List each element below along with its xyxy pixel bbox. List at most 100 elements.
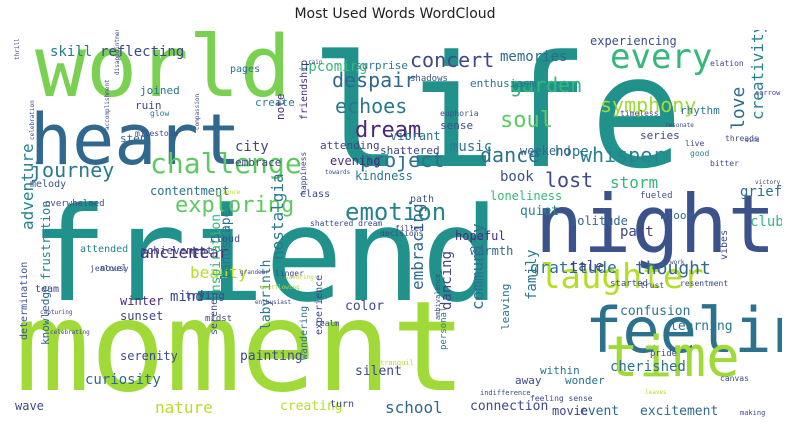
word-warmth: warmth [470, 244, 514, 258]
word-skill: skill [50, 44, 93, 60]
word-soul: soul [500, 108, 553, 133]
word-step: step [120, 132, 147, 145]
word-live: live [685, 139, 705, 148]
word-dream: dream [355, 118, 422, 143]
word-milestone: milestone [135, 129, 179, 138]
word-resonate: resonate [665, 122, 694, 129]
word-friendship: friendship [299, 59, 310, 120]
word-nature: nature [155, 398, 213, 417]
word-science: science [215, 189, 241, 196]
word-solitude: solitude [570, 214, 628, 228]
word-pages: pages [230, 64, 261, 75]
word-linger: linger [275, 269, 304, 278]
word-event: event [580, 404, 620, 418]
word-good: good [690, 149, 710, 158]
word-thought: thought [635, 258, 711, 279]
word-trust: trust [640, 281, 665, 290]
word-overwhelmed: overwhelmed [45, 199, 105, 209]
word-trying: trying [185, 289, 225, 302]
word-bitter: bitter [710, 159, 739, 168]
word-rhythm: rhythm [680, 104, 720, 117]
wordcloud-canvas: lifefriendmomentworldnightheartfeelingti… [10, 30, 782, 418]
word-serenity: serenity [120, 349, 178, 363]
word-movie: movie [552, 404, 589, 418]
word-embrace: embrace [235, 156, 282, 169]
word-cloud: cloud [210, 234, 241, 245]
word-midst: midst [205, 314, 233, 324]
word-ambivalence: ambivalence [434, 273, 442, 320]
word-wind: wind [745, 137, 760, 144]
word-echoes: echoes [335, 94, 408, 118]
word-beauty: beauty [190, 263, 248, 282]
word-silent: silent [355, 364, 402, 379]
word-novel: novel [100, 264, 128, 274]
word-turn: turn [330, 399, 355, 410]
word-loneliness: loneliness [490, 189, 563, 203]
word-heart: heart [30, 99, 241, 181]
word-evening: evening [330, 154, 381, 168]
word-create: create [255, 96, 295, 109]
word-overflowing: overflowing [260, 284, 300, 291]
word-painting: painting [240, 349, 303, 364]
word-vibrant: vibrant [390, 129, 441, 143]
word-determination: determination [19, 261, 30, 340]
word-experiencing: experiencing [590, 34, 677, 48]
word-weekend: weekend [520, 144, 571, 158]
word-tale: tale [570, 259, 604, 275]
word-friend: friend [30, 179, 500, 331]
word-attended: attended [80, 244, 129, 255]
word-moment: moment [15, 275, 467, 418]
word-team: team [35, 284, 60, 295]
word-winter: winter [120, 294, 164, 308]
word-creativity: creativity [748, 30, 767, 120]
word-fueled: fueled [640, 191, 673, 201]
word-enthusiast: enthusiast [255, 299, 292, 306]
word-melody: melody [30, 179, 67, 190]
word-book: book [500, 169, 534, 185]
word-decisions: decisions [380, 229, 424, 238]
word-thrill: thrill [14, 38, 21, 60]
word-dance: dance [480, 143, 541, 167]
word-connection: connection [470, 399, 549, 414]
word-lost: lost [545, 168, 594, 192]
word-journey: journey [30, 158, 115, 182]
word-gratitude: gratitude [530, 258, 617, 277]
word-club: club [750, 214, 782, 230]
word-music: music [450, 139, 493, 155]
word-jealousy: jealousy [90, 264, 129, 273]
word-started: started [610, 279, 648, 289]
word-kindness: kindness [355, 169, 413, 183]
word-love: love [728, 86, 749, 130]
word-wave: wave [15, 399, 44, 413]
word-sorrow: sorrow [755, 89, 781, 97]
word-upcoming: upcoming [300, 59, 368, 75]
word-accomplishment: accomplishment [104, 79, 111, 130]
word-world: world [35, 30, 291, 117]
word-class: class [300, 189, 331, 200]
word-within: within [540, 364, 580, 377]
word-making: making [740, 409, 766, 417]
word-exploring: exploring [175, 193, 295, 218]
word-happiness: happiness [299, 151, 308, 195]
word-savoring: savoring [285, 274, 314, 281]
word-canvas: canvas [720, 374, 749, 383]
word-reflecting: reflecting [100, 44, 185, 60]
word-every: every [610, 37, 713, 77]
word-work: work [670, 259, 685, 266]
word-ancient: ancient [140, 243, 208, 262]
word-indifference: indifference [480, 389, 531, 397]
chart-title: Most Used Words WordCloud [294, 6, 496, 22]
word-project: project [360, 148, 445, 172]
word-compassion: compassion [194, 93, 201, 130]
word-rain: rain [308, 59, 323, 66]
word-bloom: bloom [660, 209, 694, 222]
word-feeling: feeling [585, 294, 782, 367]
word-surprise: surprise [355, 59, 408, 72]
word-victory: victory [755, 179, 781, 186]
word-celebrating: celebrating [50, 329, 90, 336]
word-achievement: achievement [140, 244, 213, 257]
word-despair: despair [332, 68, 417, 92]
word-night: night [535, 178, 776, 271]
word-wonder: wonder [565, 374, 605, 387]
word-laughter: laughter [540, 257, 704, 297]
